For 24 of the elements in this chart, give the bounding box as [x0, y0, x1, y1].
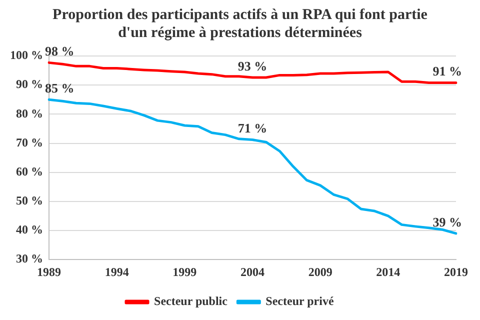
x-tick-label: 1999 — [172, 264, 197, 279]
data-label: 39 % — [432, 214, 462, 230]
x-tick-label: 2004 — [240, 264, 264, 279]
data-label: 93 % — [238, 58, 268, 74]
y-tick-label: 40 % — [16, 222, 43, 237]
chart-title: Proportion des participants actifs à un RPA qui font partie d'un régime à prestations déterminées — [52, 6, 428, 42]
x-tick-label: 2019 — [444, 264, 468, 279]
x-tick-label: 2014 — [376, 264, 400, 279]
legend-label: Secteur privé — [266, 294, 334, 308]
data-label: 91 % — [432, 64, 462, 79]
y-tick-label: 80 % — [16, 106, 43, 120]
x-tick-label: 1989 — [37, 264, 61, 279]
x-tick-label: 2009 — [308, 264, 332, 279]
data-label: 71 % — [238, 120, 268, 136]
data-label: 85 % — [45, 80, 74, 96]
y-tick-label: 90 % — [16, 77, 43, 92]
y-tick-label: 100 % — [10, 48, 43, 62]
y-tick-label: 70 % — [16, 135, 43, 150]
y-tick-label: 30 % — [16, 252, 43, 266]
y-tick-label: 60 % — [16, 164, 43, 178]
data-label: 98 % — [45, 44, 74, 59]
y-tick-label: 50 % — [16, 194, 43, 208]
x-tick-label: 1994 — [104, 264, 129, 279]
legend-label: Secteur public — [154, 294, 228, 308]
